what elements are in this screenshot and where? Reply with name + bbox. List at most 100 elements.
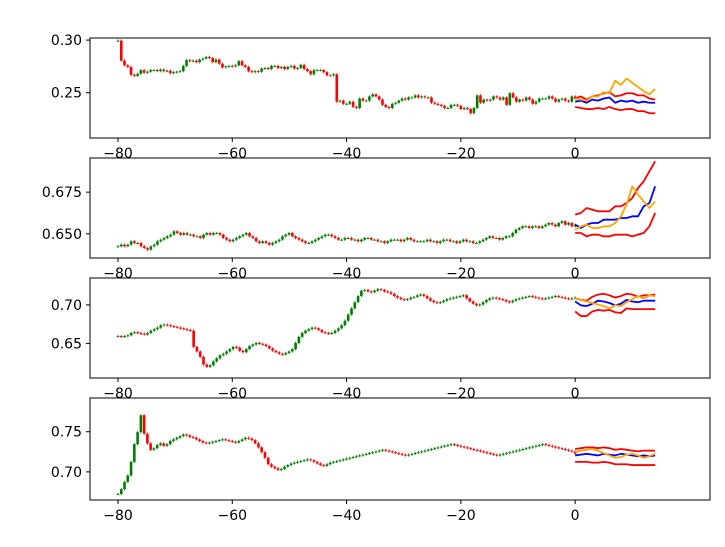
candle-body bbox=[364, 100, 368, 102]
candle-body bbox=[567, 449, 570, 451]
candle-body bbox=[517, 228, 521, 230]
candle-body bbox=[322, 70, 326, 73]
candle-body bbox=[251, 344, 255, 347]
axes-frame bbox=[89, 277, 711, 379]
candle-body bbox=[531, 99, 534, 104]
candle-body bbox=[423, 450, 427, 452]
candle-body bbox=[369, 291, 373, 293]
candle-body bbox=[335, 461, 339, 463]
candle-body bbox=[192, 234, 195, 237]
candle-body bbox=[345, 458, 348, 460]
candle-body bbox=[453, 104, 456, 106]
candle-body bbox=[169, 325, 172, 327]
candle-body bbox=[557, 99, 561, 102]
candle-body bbox=[234, 65, 237, 67]
candle-body bbox=[188, 60, 192, 62]
candle-body bbox=[227, 65, 231, 67]
candle-body bbox=[449, 104, 453, 108]
candle-body bbox=[310, 327, 314, 330]
candle-body bbox=[541, 98, 544, 100]
candle-body bbox=[159, 325, 163, 328]
candle-body bbox=[432, 241, 436, 243]
candle-body bbox=[231, 239, 235, 242]
candle-body bbox=[433, 448, 437, 450]
candle-body bbox=[350, 238, 353, 240]
candle-body bbox=[471, 241, 475, 243]
candle-body bbox=[475, 303, 478, 306]
x-tick-label: −60 bbox=[218, 508, 248, 524]
candle-body bbox=[212, 361, 215, 366]
candle-body bbox=[185, 329, 189, 331]
y-tick-label: 0.70 bbox=[51, 298, 82, 314]
candle-body bbox=[504, 299, 508, 302]
candle-body bbox=[508, 93, 512, 105]
candle-body bbox=[123, 244, 126, 247]
candle-body bbox=[544, 298, 547, 300]
candle-body bbox=[570, 298, 574, 300]
candle-body bbox=[217, 59, 221, 64]
candle-body bbox=[149, 330, 153, 333]
candle-body bbox=[544, 444, 548, 446]
candle-body bbox=[119, 244, 123, 247]
candle-body bbox=[175, 437, 179, 440]
candle-body bbox=[384, 104, 388, 107]
x-tick-label: −40 bbox=[332, 508, 362, 524]
candle-body bbox=[240, 439, 244, 441]
candle-body bbox=[342, 459, 345, 461]
forecast-mean-line bbox=[575, 452, 656, 458]
candle-body bbox=[479, 95, 482, 103]
candle-body bbox=[413, 95, 417, 98]
candle-body bbox=[155, 70, 159, 72]
candle-body bbox=[381, 449, 384, 451]
candle-body bbox=[332, 461, 335, 463]
candle-body bbox=[248, 233, 251, 237]
forecast-upper-line bbox=[574, 292, 656, 302]
candle-body bbox=[358, 98, 361, 108]
candle-body bbox=[198, 59, 201, 63]
candle-body bbox=[205, 364, 209, 367]
candle-body bbox=[456, 444, 459, 446]
candle-body bbox=[277, 239, 281, 242]
candle-body bbox=[314, 239, 317, 242]
candle-body bbox=[330, 234, 334, 237]
candle-body bbox=[469, 448, 472, 450]
candle-body bbox=[436, 447, 440, 449]
candle-body bbox=[446, 108, 450, 109]
candle-body bbox=[315, 461, 319, 464]
candle-body bbox=[156, 241, 159, 245]
candle-body bbox=[400, 453, 404, 455]
candle-body bbox=[360, 239, 363, 242]
candle-body bbox=[271, 243, 274, 245]
subplot-4: −80 −60 −40 −20 0 0.70 0.75 bbox=[51, 397, 711, 524]
candle-body bbox=[123, 481, 126, 490]
candle-body bbox=[554, 446, 557, 448]
candle-body bbox=[201, 58, 205, 60]
candle-body bbox=[323, 234, 327, 237]
candle-body bbox=[185, 60, 188, 66]
candle-body bbox=[544, 224, 547, 227]
candle-body bbox=[387, 106, 391, 108]
candle-body bbox=[146, 333, 149, 335]
candle-body bbox=[397, 453, 401, 455]
candle-body bbox=[541, 444, 544, 446]
candle-body bbox=[230, 65, 234, 67]
forecast-actual-line bbox=[574, 294, 656, 310]
candle-body bbox=[264, 344, 268, 347]
candle-body bbox=[214, 440, 218, 442]
candle-body bbox=[274, 241, 278, 243]
candle-body bbox=[162, 238, 166, 240]
candle-body bbox=[168, 440, 172, 445]
candle-body bbox=[452, 297, 455, 299]
candle-body bbox=[518, 449, 521, 451]
candle-body bbox=[521, 449, 525, 450]
candle-body bbox=[225, 238, 228, 240]
candle-body bbox=[327, 234, 330, 236]
candle-body bbox=[396, 296, 399, 298]
candle-body bbox=[481, 302, 485, 305]
candle-body bbox=[491, 297, 495, 299]
candle-body bbox=[185, 434, 188, 436]
candle-body bbox=[531, 446, 534, 448]
candle-body bbox=[244, 437, 247, 440]
y-tick-label: 0.675 bbox=[42, 185, 82, 201]
candle-body bbox=[319, 70, 322, 72]
